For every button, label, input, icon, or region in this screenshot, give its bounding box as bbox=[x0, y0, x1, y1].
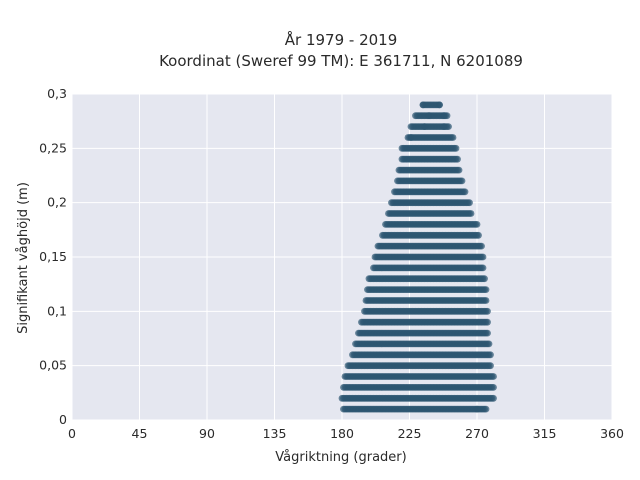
scatter-point bbox=[490, 384, 497, 391]
scatter-point bbox=[487, 362, 494, 370]
y-axis-label: Signifikant våghöjd (m) bbox=[16, 182, 31, 334]
scatter-point bbox=[484, 307, 491, 315]
chart-title: År 1979 - 2019 bbox=[285, 30, 398, 49]
scatter-point bbox=[484, 329, 491, 337]
scatter-point bbox=[449, 134, 457, 141]
scatter-point bbox=[478, 242, 485, 250]
y-tick-label: 0 bbox=[59, 412, 67, 427]
scatter-point bbox=[484, 318, 491, 326]
scatter-point bbox=[482, 286, 490, 293]
scatter-point bbox=[490, 373, 497, 380]
scatter-point bbox=[407, 134, 415, 141]
scatter-point bbox=[481, 275, 488, 283]
scatter-point bbox=[455, 166, 463, 174]
x-tick-label: 270 bbox=[465, 426, 489, 441]
grid-lines bbox=[71, 93, 613, 421]
scatter-point bbox=[425, 112, 433, 120]
x-tick-label: 90 bbox=[199, 426, 215, 441]
scatter-point bbox=[421, 123, 428, 130]
scatter-point bbox=[440, 123, 448, 130]
x-tick-label: 225 bbox=[398, 426, 422, 441]
scatter-point bbox=[452, 144, 460, 152]
scatter-point bbox=[419, 101, 427, 109]
y-tick-label: 0,15 bbox=[39, 249, 67, 264]
x-tick-label: 360 bbox=[600, 426, 624, 441]
scatter-point bbox=[466, 199, 473, 207]
scatter-point bbox=[485, 340, 493, 348]
scatter-point bbox=[458, 177, 466, 185]
scatter-point bbox=[482, 297, 490, 304]
y-tick-labels: 0 0,05 0,1 0,15 0,2 0,25 0,3 bbox=[39, 86, 67, 427]
x-tick-label: 135 bbox=[263, 426, 287, 441]
scatter-point bbox=[490, 394, 497, 402]
x-tick-label: 0 bbox=[68, 426, 76, 441]
x-axis-label: Vågriktning (grader) bbox=[275, 450, 406, 465]
scatter-point bbox=[473, 221, 481, 228]
scatter-point bbox=[473, 405, 481, 413]
scatter-point bbox=[440, 112, 448, 120]
x-tick-label: 315 bbox=[533, 426, 557, 441]
y-tick-label: 0,1 bbox=[47, 303, 67, 318]
scatter-point bbox=[454, 155, 461, 163]
scatter-points bbox=[338, 101, 497, 413]
scatter-point bbox=[479, 253, 487, 261]
scatter-point bbox=[482, 405, 490, 413]
y-tick-label: 0,25 bbox=[39, 140, 67, 155]
chart-subtitle: Koordinat (Sweref 99 TM): E 361711, N 62… bbox=[159, 52, 523, 70]
x-tick-labels: 0 45 90 135 180 225 270 315 360 bbox=[68, 426, 624, 441]
y-tick-label: 0,05 bbox=[39, 358, 67, 373]
x-tick-label: 180 bbox=[330, 426, 354, 441]
scatter-point bbox=[487, 351, 494, 359]
y-tick-label: 0,2 bbox=[47, 195, 67, 210]
scatter-point bbox=[467, 210, 475, 217]
scatter-point bbox=[475, 231, 482, 239]
scatter-point bbox=[479, 264, 487, 272]
scatter-point bbox=[461, 188, 469, 196]
scatter-point bbox=[436, 101, 443, 109]
x-tick-label: 45 bbox=[132, 426, 148, 441]
y-tick-label: 0,3 bbox=[47, 86, 67, 101]
